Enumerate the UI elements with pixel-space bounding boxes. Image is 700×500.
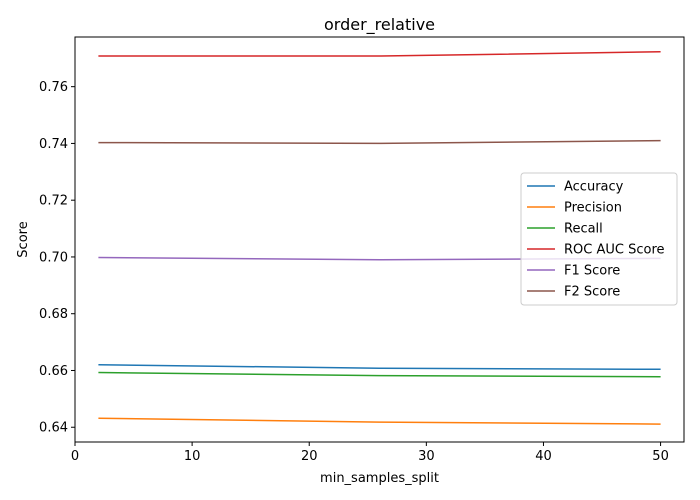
y-tick-label: 0.70 xyxy=(39,250,68,265)
legend: Accuracy Precision Recall ROC AUC Score F1 S… xyxy=(520,172,678,306)
series-layer xyxy=(98,51,661,425)
y-axis-label: Score xyxy=(16,221,31,257)
x-tick-label: 50 xyxy=(652,449,669,464)
x-tick-label: 30 xyxy=(418,449,435,464)
y-tick-label: 0.66 xyxy=(39,364,68,379)
series-line-recall xyxy=(98,371,661,378)
legend-entry: Recall xyxy=(564,222,603,237)
legend-entry: F1 Score xyxy=(564,264,620,279)
plot-frame xyxy=(74,36,685,443)
x-tick-label: 20 xyxy=(301,449,318,464)
series-line-precision xyxy=(98,417,661,425)
x-axis-label: min_samples_split xyxy=(320,471,439,486)
legend-box xyxy=(520,172,678,306)
x-tick-label: 0 xyxy=(71,449,79,464)
y-tick-label: 0.74 xyxy=(39,137,68,152)
chart-title: order_relative xyxy=(324,15,435,35)
x-axis: 0 10 20 30 40 50 xyxy=(71,442,669,464)
y-tick-label: 0.76 xyxy=(39,80,68,95)
y-tick-label: 0.64 xyxy=(39,421,68,436)
legend-entry: Accuracy xyxy=(564,180,624,195)
series-line-accuracy xyxy=(98,364,661,371)
series-line-f2-score xyxy=(98,139,661,145)
series-line-roc-auc-score xyxy=(98,51,661,57)
y-axis: 0.64 0.66 0.68 0.70 0.72 0.74 0.76 xyxy=(39,80,75,436)
y-tick-label: 0.68 xyxy=(39,307,68,322)
y-tick-label: 0.72 xyxy=(39,194,68,209)
x-tick-label: 10 xyxy=(184,449,201,464)
legend-entry: ROC AUC Score xyxy=(564,243,665,258)
legend-entry: F2 Score xyxy=(564,285,620,300)
legend-entry: Precision xyxy=(564,201,622,216)
x-tick-label: 40 xyxy=(535,449,552,464)
